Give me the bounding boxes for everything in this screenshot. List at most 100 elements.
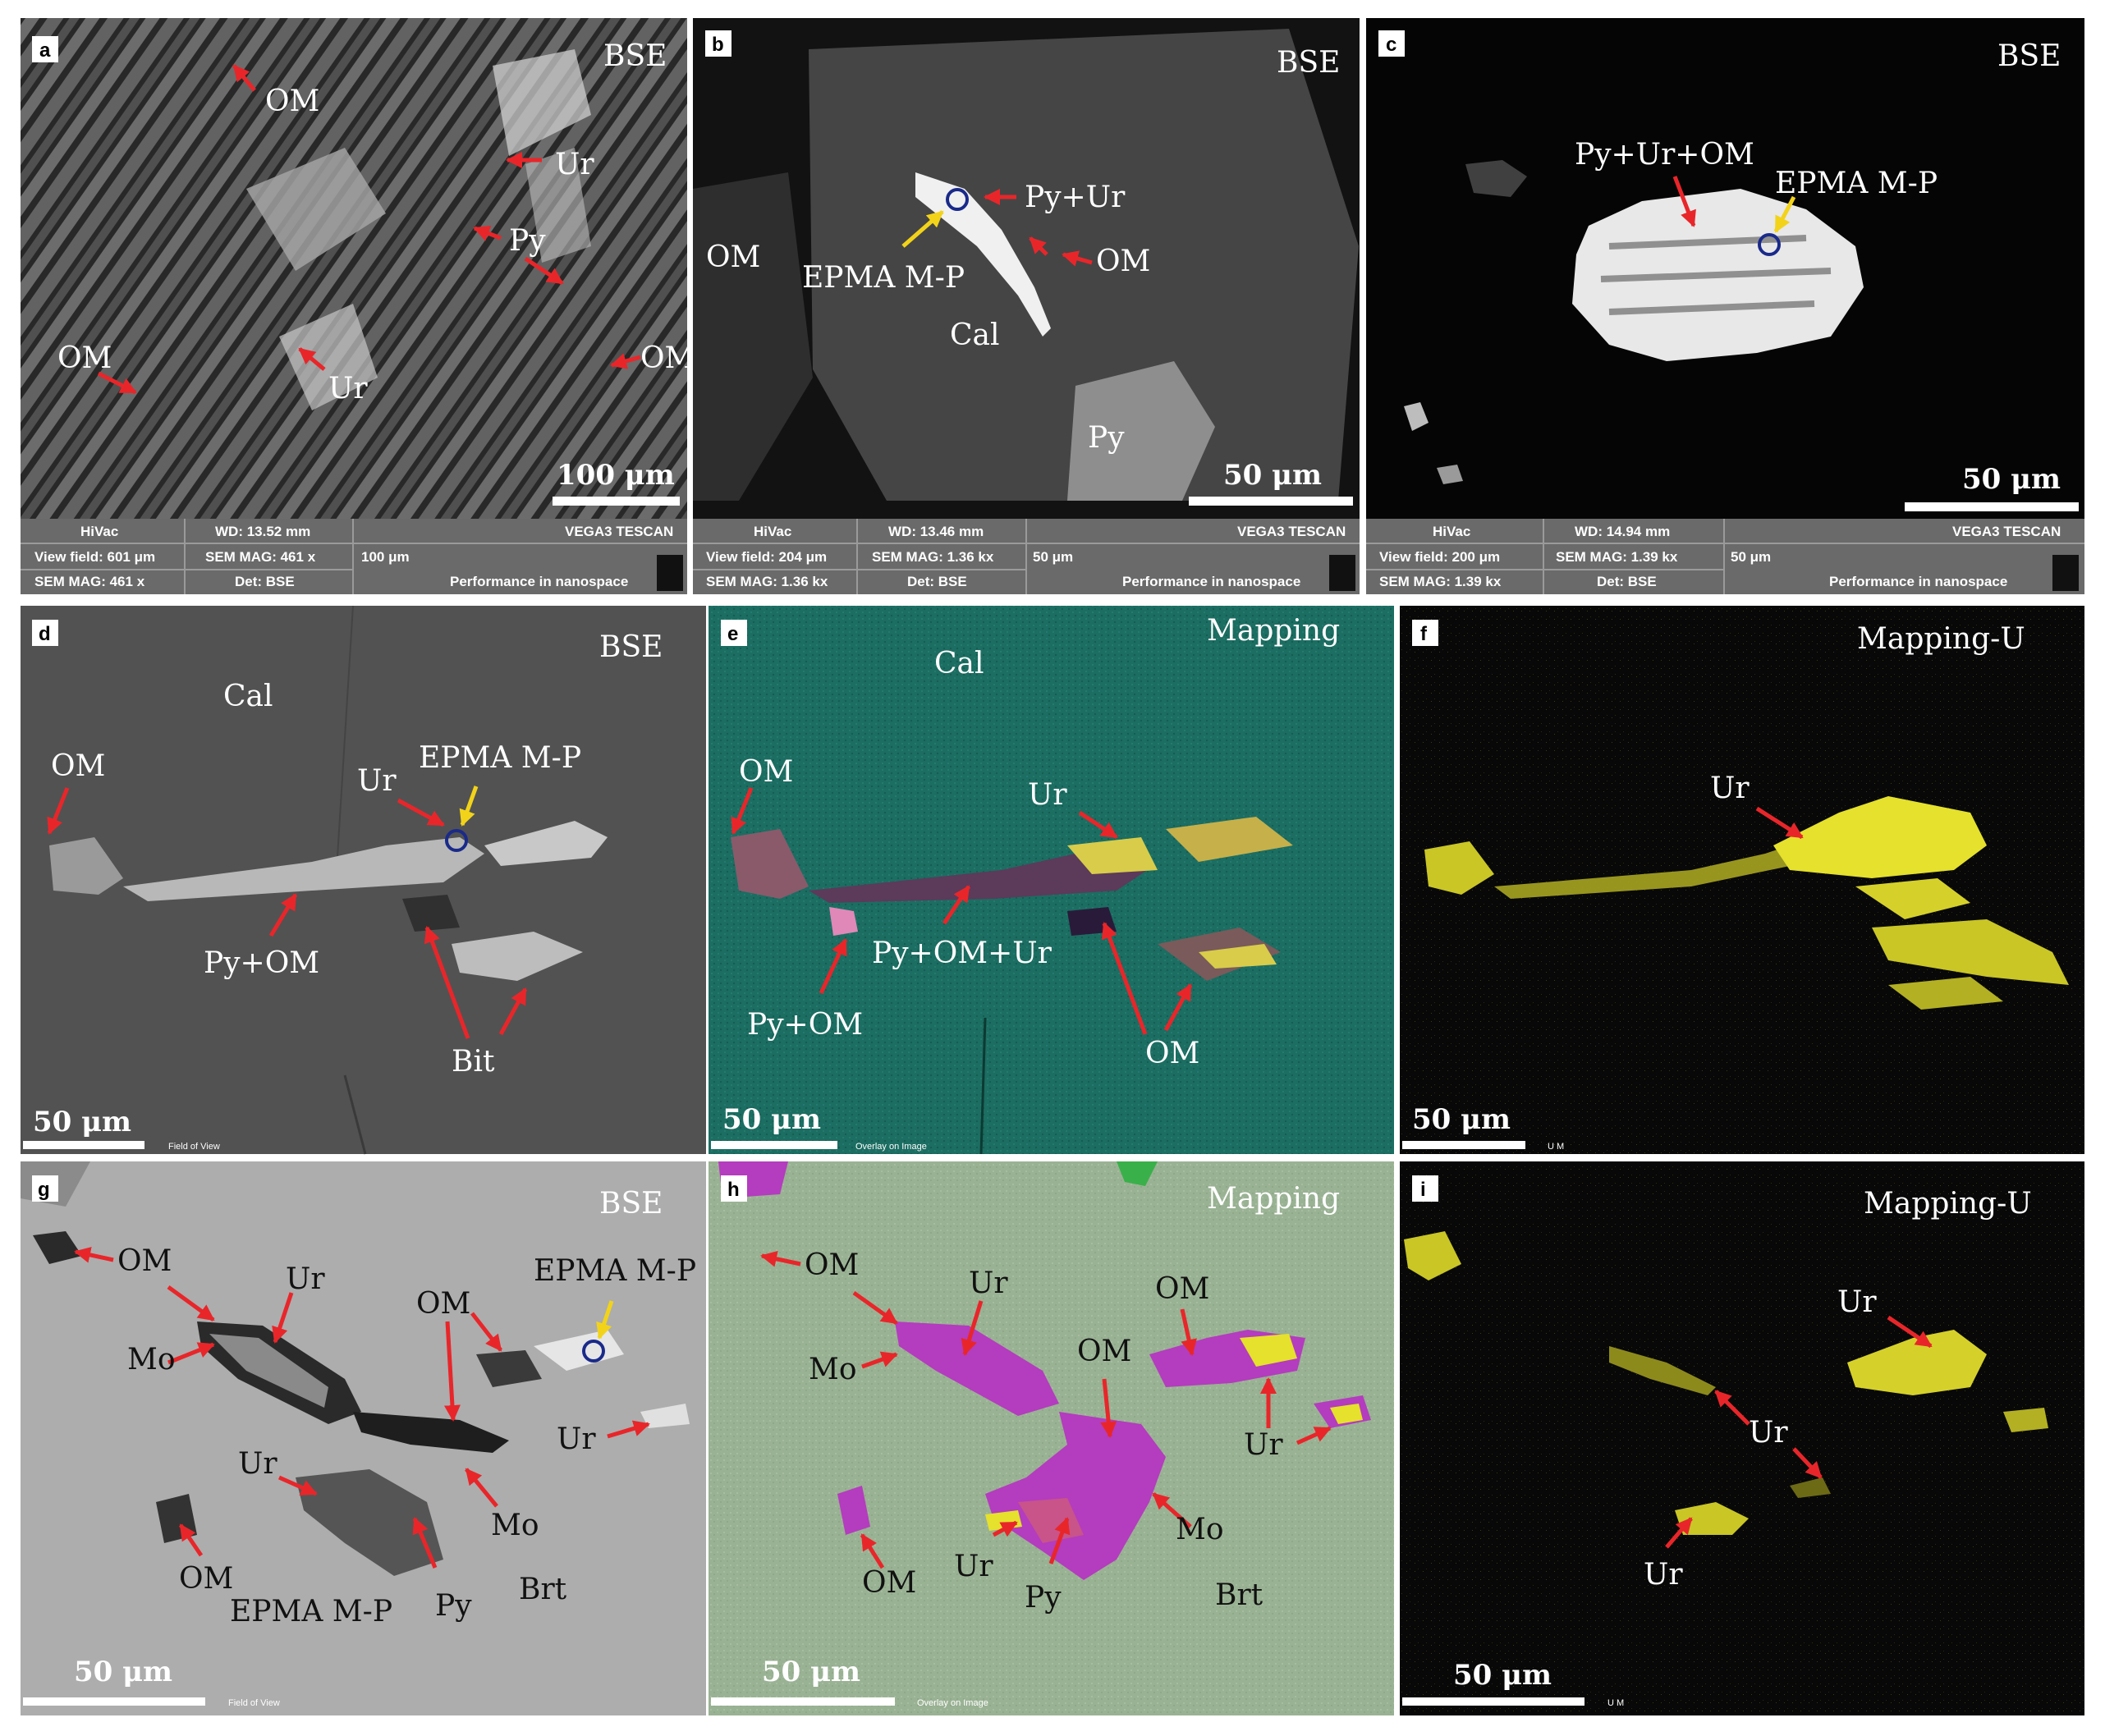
label-om: OM xyxy=(117,1244,172,1278)
sem-metadata-bar: HiVac WD: 13.52 mm VEGA3 TESCAN View fie… xyxy=(21,519,687,594)
meta-detector: Det: BSE xyxy=(907,574,967,589)
meta-view-field: View field: 601 μm xyxy=(34,549,155,565)
meta-working-distance: WD: 14.94 mm xyxy=(1575,524,1670,539)
label-ur: Ur xyxy=(555,148,594,181)
label-om: OM xyxy=(416,1287,470,1321)
footer-caption: Overlay on Image xyxy=(855,1142,927,1152)
epma-measurement-point xyxy=(445,829,468,852)
mode-label: Mapping xyxy=(1207,614,1340,648)
label-bit: Bit xyxy=(452,1045,495,1079)
meta-instrument: VEGA3 TESCAN xyxy=(1237,524,1346,539)
meta-tagline: Performance in nanospace xyxy=(450,574,628,589)
scale-bar xyxy=(553,497,680,506)
label-ur: Ur xyxy=(1644,1558,1683,1592)
panel-i: i Mapping-U Ur Ur Ur 50 μm U M xyxy=(1400,1161,2084,1715)
mode-label: BSE xyxy=(599,630,663,664)
footer-caption: U M xyxy=(1607,1698,1624,1708)
label-mo: Mo xyxy=(1176,1513,1224,1546)
label-ur: Ur xyxy=(286,1262,325,1296)
annotation-arrows xyxy=(1665,1315,1933,1549)
mode-label: BSE xyxy=(599,1187,663,1221)
label-epma: EPMA M-P xyxy=(1775,167,1938,200)
meta-working-distance: WD: 13.46 mm xyxy=(888,524,984,539)
panel-letter: i xyxy=(1420,1179,1426,1201)
scale-bar xyxy=(711,1697,895,1706)
scale-bar xyxy=(1189,497,1353,506)
mode-label: Mapping xyxy=(1207,1182,1340,1216)
scale-bar-label: 50 μm xyxy=(1962,463,2061,496)
panel-letter: b xyxy=(712,34,724,56)
meta-magnification: SEM MAG: 1.39 kx xyxy=(1379,574,1502,589)
meta-vacuum: HiVac xyxy=(1433,524,1470,539)
sem-metadata-bar: HiVac WD: 14.94 mm VEGA3 TESCAN View fie… xyxy=(1366,519,2084,594)
epma-measurement-point xyxy=(1758,233,1781,256)
mode-label: BSE xyxy=(603,39,667,73)
meta-magnification: SEM MAG: 461 x xyxy=(34,574,145,589)
meta-magnification: SEM MAG: 1.36 kx xyxy=(872,549,994,565)
meta-magnification: SEM MAG: 1.39 kx xyxy=(1556,549,1678,565)
annotation-arrows xyxy=(901,189,1093,267)
scale-bar xyxy=(1402,1697,1584,1706)
tescan-logo xyxy=(657,555,683,591)
label-cal: Cal xyxy=(950,318,1000,352)
label-om: OM xyxy=(1077,1335,1131,1368)
label-mo: Mo xyxy=(127,1343,176,1376)
label-om: OM xyxy=(265,85,319,118)
meta-detector: Det: BSE xyxy=(235,574,295,589)
footer-caption: U M xyxy=(1548,1142,1564,1152)
label-py-ur-om: Py+Ur+OM xyxy=(1575,138,1754,172)
panel-b: b BSE Py+Ur OM OM EPMA M-P Cal Py 50 μm … xyxy=(693,18,1360,594)
label-om: OM xyxy=(862,1566,916,1600)
meta-tagline: Performance in nanospace xyxy=(1122,574,1300,589)
panel-letter: g xyxy=(38,1179,50,1201)
label-ur: Ur xyxy=(357,764,397,798)
meta-scale: 100 μm xyxy=(361,549,410,565)
label-py: Py xyxy=(509,224,546,258)
scale-bar xyxy=(1905,502,2079,511)
panel-c: c BSE Py+Ur+OM EPMA M-P 50 μm HiVac WD: … xyxy=(1366,18,2084,594)
scale-bar-label: 50 μm xyxy=(33,1106,131,1138)
label-om: OM xyxy=(1096,245,1150,278)
label-om: OM xyxy=(706,240,760,274)
label-mo: Mo xyxy=(491,1509,539,1542)
meta-tagline: Performance in nanospace xyxy=(1829,574,2007,589)
label-ur: Ur xyxy=(1710,772,1750,805)
label-om: OM xyxy=(739,755,793,789)
label-om: OM xyxy=(640,341,695,375)
scale-bar-label: 100 μm xyxy=(557,459,675,492)
meta-vacuum: HiVac xyxy=(754,524,791,539)
meta-working-distance: WD: 13.52 mm xyxy=(215,524,310,539)
scale-bar xyxy=(23,1141,144,1149)
label-om: OM xyxy=(1145,1037,1199,1070)
scale-bar-label: 50 μm xyxy=(1412,1103,1511,1136)
footer-caption: Field of View xyxy=(168,1142,220,1152)
scale-bar-label: 50 μm xyxy=(74,1656,172,1688)
label-ur: Ur xyxy=(328,372,368,405)
epma-measurement-point xyxy=(582,1340,605,1363)
annotation-arrows xyxy=(74,1247,650,1569)
meta-scale: 50 μm xyxy=(1731,549,1771,565)
panel-letter: f xyxy=(1420,623,1428,645)
panel-letter: c xyxy=(1386,34,1396,56)
label-py: Py xyxy=(435,1589,472,1623)
panel-g: g BSE OM Ur OM EPMA M-P Mo Ur Ur Mo OM E… xyxy=(21,1161,706,1715)
label-ur: Ur xyxy=(954,1550,993,1583)
label-om: OM xyxy=(51,749,105,783)
mode-label: BSE xyxy=(1277,46,1340,80)
footer-caption: Field of View xyxy=(228,1698,280,1708)
scale-bar-label: 50 μm xyxy=(722,1103,821,1136)
meta-view-field: View field: 200 μm xyxy=(1379,549,1500,565)
mode-label: BSE xyxy=(1997,39,2061,73)
label-py-om: Py+OM xyxy=(204,946,319,980)
label-ur: Ur xyxy=(1749,1416,1788,1450)
label-epma: EPMA M-P xyxy=(230,1595,392,1628)
panel-a: a BSE OM Ur Py OM Ur OM 100 μm HiVac WD:… xyxy=(21,18,695,594)
scale-bar xyxy=(711,1141,837,1149)
label-py: Py xyxy=(1025,1581,1062,1615)
panel-e: e Mapping Cal OM Ur Py+OM+Ur Py+OM OM 50… xyxy=(709,606,1394,1155)
panel-h: h Mapping OM Ur OM Mo OM Ur Mo Ur Py OM … xyxy=(709,1161,1394,1715)
scale-bar xyxy=(1402,1141,1525,1149)
label-ur: Ur xyxy=(557,1422,596,1456)
annotation-arrows xyxy=(731,787,1193,1035)
